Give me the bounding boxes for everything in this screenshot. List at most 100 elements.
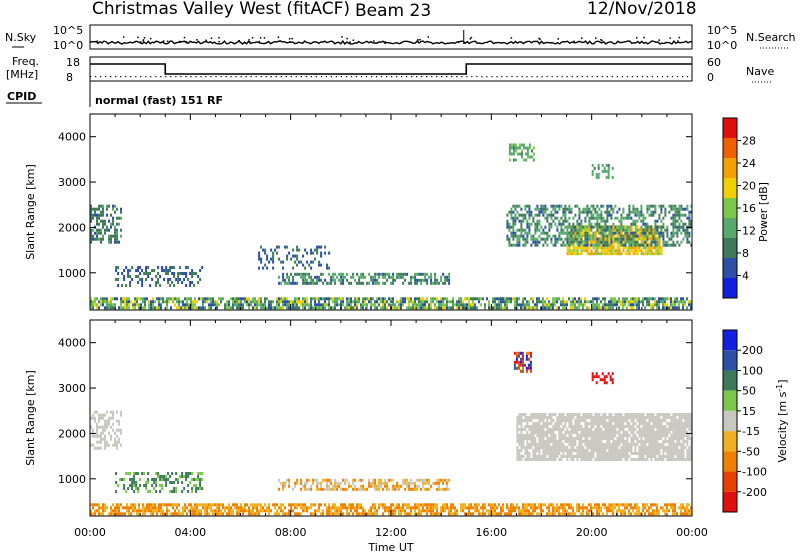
velocity-cell-1 — [668, 431, 671, 434]
velocity-cell-1 — [650, 440, 653, 443]
power-cell-0 — [154, 300, 156, 304]
power-cell-8 — [607, 172, 610, 176]
velocity-cell-0 — [588, 503, 590, 507]
velocity-cell-1 — [576, 458, 579, 461]
velocity-cell-0 — [312, 512, 314, 516]
nsearch-dot — [417, 40, 419, 43]
nave-dot — [521, 76, 523, 78]
velocity-cell-0 — [290, 503, 292, 507]
velocity-cell-1 — [656, 419, 659, 422]
velocity-cell-0 — [326, 509, 328, 513]
power-cell-6 — [326, 263, 329, 267]
power-cell-0 — [100, 300, 102, 304]
velocity-cell-1 — [536, 449, 539, 452]
velocity-cell-1 — [630, 452, 633, 455]
velocity-cell-0 — [342, 503, 344, 507]
power-cell-3 — [360, 281, 363, 285]
velocity-cell-1 — [596, 437, 599, 440]
velocity-cell-1 — [532, 413, 535, 416]
velocity-cell-1 — [538, 443, 541, 446]
power-cell-2 — [590, 222, 593, 226]
velocity-cell-1 — [568, 419, 571, 422]
velocity-cell-1 — [570, 416, 573, 419]
power-cell-0 — [528, 303, 530, 307]
velocity-cell-1 — [664, 425, 667, 428]
velocity-cell-1 — [598, 455, 601, 458]
velocity-cell-1 — [554, 437, 557, 440]
power-cell-2 — [574, 234, 577, 238]
nave-dot — [686, 76, 689, 78]
power-cell-2 — [648, 225, 651, 229]
velocity-cell-0 — [306, 506, 308, 510]
power-cell-0 — [140, 303, 142, 307]
velocity-cell-0 — [656, 506, 658, 510]
power-cell-0 — [386, 300, 388, 304]
power-cell-0 — [634, 300, 636, 304]
velocity-cell-0 — [250, 503, 252, 507]
velocity-cell-0 — [250, 509, 252, 513]
power-cell-2 — [560, 216, 563, 220]
velocity-cell-0 — [346, 506, 348, 510]
power-cell-2 — [546, 234, 549, 238]
power-cell-0 — [324, 300, 326, 304]
power-cell-2 — [652, 204, 655, 208]
power-cell-0 — [138, 306, 140, 310]
nave-dot — [230, 76, 232, 78]
power-cell-0 — [578, 303, 580, 307]
power-cell-0 — [148, 306, 150, 310]
power-cell-3 — [338, 272, 341, 276]
power-cell-0 — [584, 297, 586, 301]
power-cell-0 — [346, 306, 348, 310]
velocity-cell-1 — [680, 443, 683, 446]
power-cell-0 — [434, 303, 436, 307]
velocity-cell-0 — [132, 509, 134, 513]
power-cell-0 — [652, 306, 654, 310]
power-cell-6 — [318, 260, 321, 264]
power-cell-2 — [546, 207, 549, 211]
power-cell-2 — [564, 213, 567, 217]
power-cbar-tick-label: 16 — [742, 202, 756, 215]
velocity-cell-1 — [616, 422, 619, 425]
power-cell-0 — [166, 297, 168, 301]
velocity-cell-1 — [674, 434, 677, 437]
power-cell-0 — [518, 297, 520, 301]
power-cell-3 — [356, 272, 359, 276]
velocity-cell-1 — [624, 425, 627, 428]
power-cell-0 — [470, 303, 472, 307]
power-cell-1 — [608, 252, 611, 256]
power-cell-0 — [294, 300, 296, 304]
velocity-cell-0 — [280, 506, 282, 510]
power-cell-2 — [678, 216, 681, 220]
power-cell-8 — [611, 175, 614, 179]
velocity-cell-0 — [176, 512, 178, 516]
velocity-cell-1 — [526, 434, 529, 437]
power-cell-0 — [384, 303, 386, 307]
power-cell-0 — [102, 300, 104, 304]
power-cell-4 — [169, 266, 172, 269]
power-cell-2 — [512, 210, 515, 214]
velocity-cell-1 — [542, 458, 545, 461]
power-cell-3 — [430, 272, 433, 276]
velocity-cell-0 — [658, 509, 660, 513]
velocity-cell-1 — [540, 413, 543, 416]
velocity-cell-1 — [536, 431, 539, 434]
power-cell-1 — [566, 249, 569, 253]
power-cell-2 — [644, 222, 647, 226]
velocity-cell-2 — [286, 478, 289, 482]
velocity-cell-1 — [658, 425, 661, 428]
power-cell-4 — [123, 275, 126, 278]
velocity-cell-1 — [568, 437, 571, 440]
power-cell-0 — [488, 303, 490, 307]
velocity-cell-1 — [590, 413, 593, 416]
velocity-cell-0 — [400, 512, 402, 516]
power-cell-2 — [588, 207, 591, 211]
power-cell-0 — [440, 297, 442, 301]
power-cell-0 — [174, 303, 176, 307]
power-cell-2 — [532, 219, 535, 223]
nave-dot — [90, 76, 92, 78]
velocity-cell-1 — [582, 431, 585, 434]
velocity-cell-0 — [470, 512, 472, 516]
velocity-cell-1 — [542, 434, 545, 437]
power-cell-2 — [576, 237, 579, 241]
